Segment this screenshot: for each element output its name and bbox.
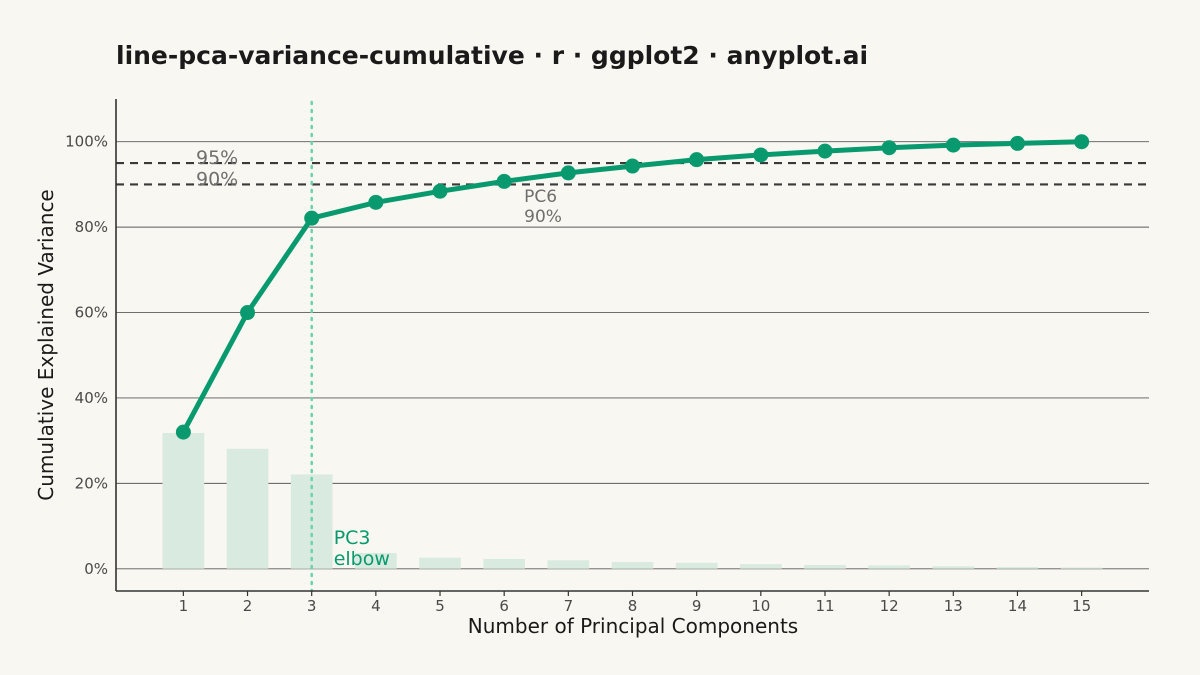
x-tick-label: 13 [944, 597, 963, 615]
variance-bar [932, 566, 975, 569]
elbow-label-pc: PC3 [334, 527, 371, 549]
variance-bar [547, 560, 590, 569]
data-point [945, 137, 961, 153]
y-tick-label: 100% [65, 133, 108, 151]
y-tick-label: 80% [75, 218, 108, 236]
bars-layer [162, 432, 1103, 569]
data-point [689, 152, 705, 168]
x-tick-label: 8 [628, 597, 638, 615]
data-point [625, 158, 640, 174]
variance-bar [804, 564, 846, 569]
x-tick-label: 15 [1072, 597, 1091, 615]
variance-bar [419, 557, 461, 569]
x-axis-title: Number of Principal Components [468, 614, 798, 638]
grid-lines [116, 141, 1149, 570]
crossing-label-pct: 90% [524, 207, 562, 227]
x-tick-label: 10 [751, 597, 770, 615]
x-tick-label: 3 [307, 597, 317, 615]
data-point [817, 143, 833, 159]
variance-bar [739, 564, 782, 569]
variance-bar [1060, 567, 1103, 569]
x-tick-label: 4 [371, 597, 381, 615]
x-tick-label: 2 [243, 597, 253, 615]
y-axis-title: Cumulative Explained Variance [34, 189, 58, 500]
axes: 0%20%40%60%80%100%1 2 3 4 5 6 7 8 9 10 11 12 13 14 15 [65, 99, 1149, 615]
variance-bar [483, 558, 526, 569]
data-point [496, 173, 512, 189]
data-point [560, 165, 576, 181]
x-tick-label: 12 [880, 597, 899, 615]
y-tick-label: 20% [75, 474, 108, 492]
variance-bar [868, 565, 910, 569]
data-point [432, 183, 448, 199]
data-point [1074, 134, 1090, 150]
data-point [368, 194, 384, 210]
x-tick-label: 1 [179, 597, 189, 615]
data-point [881, 140, 897, 156]
elbow-label-text: elbow [334, 548, 390, 570]
x-tick-label: 11 [815, 597, 834, 615]
variance-bar [996, 567, 1039, 569]
variance-bar [226, 448, 269, 569]
y-tick-label: 40% [75, 389, 108, 407]
threshold-label-95: 95% [196, 147, 238, 169]
variance-bar [675, 562, 718, 569]
x-tick-label: 5 [435, 597, 445, 615]
data-point [1009, 135, 1025, 151]
data-point [304, 210, 320, 226]
y-tick-label: 60% [75, 304, 108, 322]
chart-title: line-pca-variance-cumulative · r · ggplo… [116, 41, 868, 70]
data-point [240, 305, 256, 321]
points-layer [175, 134, 1090, 440]
reference-lines [116, 100, 1149, 593]
data-point [753, 147, 769, 163]
variance-bar [611, 561, 654, 569]
threshold-label-90: 90% [196, 168, 238, 190]
x-tick-label: 6 [499, 597, 509, 615]
crossing-label-pc: PC6 [524, 187, 557, 207]
x-tick-label: 9 [692, 597, 702, 615]
variance-bar [162, 432, 205, 569]
x-tick-label: 7 [564, 597, 574, 615]
data-point [175, 424, 191, 440]
x-tick-label: 14 [1008, 597, 1027, 615]
variance-bar [355, 552, 397, 569]
y-tick-label: 0% [84, 560, 108, 578]
